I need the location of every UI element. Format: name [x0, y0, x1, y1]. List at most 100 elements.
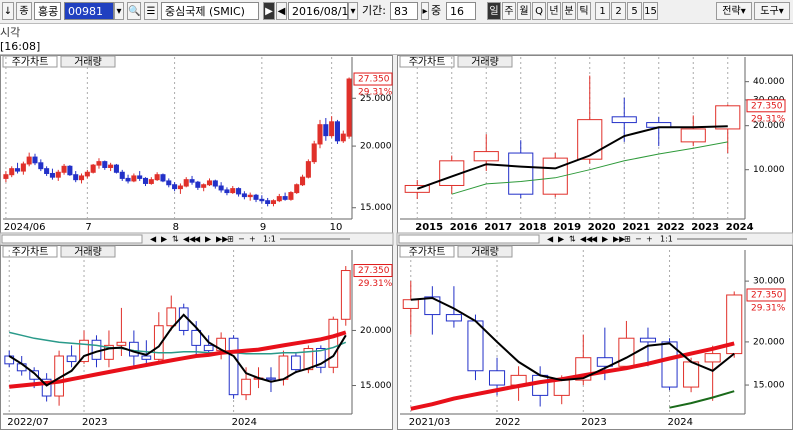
spin[interactable]: ▸ [421, 2, 429, 20]
date-input[interactable]: 2016/08/19 [288, 2, 355, 20]
tab[interactable] [399, 245, 455, 258]
tab[interactable] [2, 245, 58, 258]
interval-button[interactable]: 틱 [577, 2, 591, 20]
control-icon[interactable]: + [249, 235, 256, 244]
tab[interactable] [60, 55, 116, 68]
control-icon[interactable]: ◀ [547, 235, 554, 244]
interval-button[interactable]: Q [532, 2, 546, 20]
scroll-track[interactable] [1, 234, 143, 244]
strategy-button[interactable]: 전략▾ [716, 2, 752, 20]
candle-body [266, 377, 276, 380]
tab[interactable] [60, 245, 116, 258]
interval-button[interactable]: 분 [562, 2, 576, 20]
control-icon[interactable]: ▶ [205, 235, 212, 244]
candle-body [61, 165, 67, 173]
interval-button[interactable]: 일 [487, 2, 501, 20]
x-tick-label: 2024/06 [4, 222, 46, 233]
control-icon[interactable]: ◀◀ [183, 235, 196, 244]
tab[interactable] [2, 55, 58, 68]
mid-input[interactable]: 16 [446, 2, 476, 20]
y-tick-label: 20.000 [753, 121, 785, 131]
candle-body [329, 121, 335, 137]
control-icon[interactable]: + [646, 235, 653, 244]
control-icon[interactable]: ⊞ [624, 235, 631, 244]
candle-body [311, 143, 317, 163]
candle-body [191, 329, 202, 346]
price-label: 27.350 [751, 101, 783, 111]
tab-label: 거래량 [471, 56, 499, 68]
tab[interactable] [457, 55, 513, 68]
prev-button[interactable]: ◀ [276, 2, 287, 20]
interval-button[interactable]: 월 [517, 2, 531, 20]
control-icon[interactable]: − [238, 235, 245, 244]
zoom-label: 1:1 [660, 235, 673, 244]
date-dropdown[interactable]: ▾ [348, 2, 358, 20]
interval-button[interactable]: 년 [547, 2, 561, 20]
candle-body [424, 296, 441, 316]
candle-body [78, 175, 85, 181]
control-icon[interactable]: ▶ [558, 235, 565, 244]
candle-body [141, 355, 152, 360]
tab[interactable] [457, 245, 513, 258]
control-icon[interactable]: ⊞ [227, 235, 234, 244]
control-icon[interactable]: ◀ [150, 235, 157, 244]
tab[interactable] [399, 55, 455, 68]
menu-button[interactable]: ↓ [2, 2, 14, 20]
tools-button[interactable]: 도구▾ [754, 2, 790, 20]
period-input[interactable]: 83 [390, 2, 418, 20]
list-button[interactable]: ☰ [144, 2, 158, 20]
tab-label: 주가차트 [12, 246, 49, 258]
minute-button[interactable]: 5 [627, 2, 642, 20]
control-icon[interactable]: ◀ [591, 235, 598, 244]
candle-body [317, 124, 323, 145]
candle-body [154, 174, 160, 181]
candle-body [218, 185, 224, 191]
candle-body [224, 189, 230, 194]
tab-label: 거래량 [471, 246, 499, 258]
change-label: 29.31% [751, 303, 786, 313]
y-tick-label: 15.000 [360, 381, 392, 391]
candle-body [228, 337, 239, 396]
candle-body [177, 185, 183, 190]
market-select[interactable]: 홍콩 [34, 2, 61, 20]
control-icon[interactable]: ▶▶ [613, 235, 626, 244]
minute-button[interactable]: 2 [611, 2, 626, 20]
candle-body [73, 174, 79, 181]
candle-body [553, 379, 570, 396]
candle-body [259, 198, 265, 202]
scroll-track[interactable] [398, 234, 540, 244]
candle-body [334, 121, 340, 142]
candle-body [55, 171, 61, 178]
control-icon[interactable]: ▶ [602, 235, 609, 244]
chart-panel: 주가차트 거래량 15.000 20.000 30.000 2021/03 2022 2023… [397, 245, 793, 430]
minute-button[interactable]: 15 [643, 2, 658, 20]
candle-body [404, 184, 430, 193]
interval-button[interactable]: 주 [502, 2, 516, 20]
candle-body [108, 164, 114, 168]
control-icon[interactable]: ⇅ [172, 235, 179, 244]
control-icon[interactable]: ◀◀ [580, 235, 593, 244]
control-icon[interactable]: ▶ [161, 235, 168, 244]
search-button[interactable]: 🔍 [127, 2, 141, 20]
moving-average [410, 341, 735, 411]
x-tick-label: 2022 [495, 417, 520, 428]
control-icon[interactable]: ▶▶ [216, 235, 229, 244]
candle-body [203, 344, 214, 352]
candle-body [201, 184, 207, 188]
code-dropdown[interactable]: ▾ [114, 2, 124, 20]
minute-button[interactable]: 1 [595, 2, 610, 20]
code-input[interactable]: 00981 [64, 2, 114, 20]
moving-average [669, 390, 735, 409]
candle-body [253, 194, 259, 200]
next-button[interactable]: ▶ [263, 2, 275, 20]
market-type[interactable]: 종 [16, 2, 32, 20]
control-icon[interactable]: ⇅ [569, 235, 576, 244]
moving-average [451, 141, 728, 195]
candle-body [241, 193, 247, 198]
candle-body [680, 128, 706, 143]
control-icon[interactable]: − [635, 235, 642, 244]
control-icon[interactable]: ◀ [194, 235, 201, 244]
moving-average [9, 331, 347, 355]
candle-body [473, 151, 499, 162]
